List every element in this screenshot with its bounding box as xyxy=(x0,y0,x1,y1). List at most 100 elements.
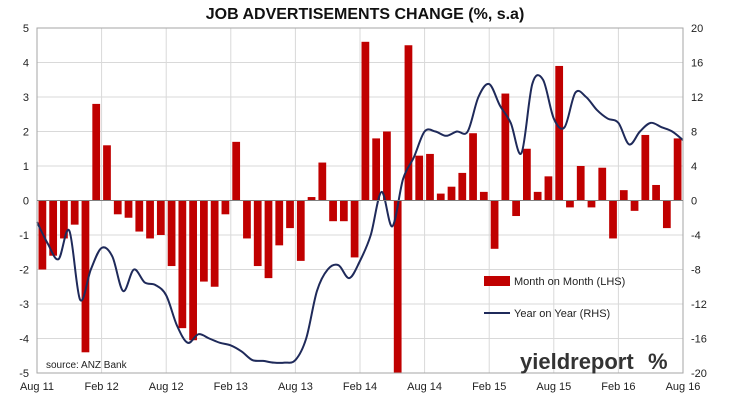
bar-month-on-month xyxy=(60,200,68,239)
y-right-tick-label: 20 xyxy=(691,23,703,35)
legend-label-month-on-month: Month on Month (LHS) xyxy=(514,276,625,288)
y-left-tick-label: -4 xyxy=(19,334,29,346)
y-right-tick-label: -20 xyxy=(691,368,707,380)
bar-month-on-month xyxy=(383,131,391,201)
y-right-tick-label: 4 xyxy=(691,161,697,173)
source-annotation: source: ANZ Bank xyxy=(46,360,128,371)
legend-label-year-on-year: Year on Year (RHS) xyxy=(514,308,610,320)
bar-month-on-month xyxy=(156,200,165,235)
axes: 543210-1-2-3-4-5201612840-4-8-12-16-20Au… xyxy=(19,23,707,393)
x-tick-label: Feb 14 xyxy=(343,381,377,393)
bar-month-on-month xyxy=(232,141,241,201)
y-right-tick-label: -8 xyxy=(691,265,701,277)
bar-month-on-month xyxy=(533,191,542,201)
bar-month-on-month xyxy=(630,200,639,211)
bar-month-on-month xyxy=(436,193,445,201)
legend: Month on Month (LHS) Year on Year (RHS) xyxy=(484,276,625,320)
bar-month-on-month xyxy=(673,138,682,201)
x-tick-label: Aug 11 xyxy=(20,381,54,393)
bar-month-on-month xyxy=(339,200,348,222)
y-right-tick-label: -12 xyxy=(691,299,707,311)
brand-logo-text: yieldreport xyxy=(520,349,634,374)
bar-month-on-month xyxy=(200,200,208,282)
bar-month-on-month xyxy=(167,200,176,267)
bar-month-on-month xyxy=(490,200,499,249)
bar-month-on-month xyxy=(587,200,596,208)
y-left-tick-label: -1 xyxy=(19,230,29,242)
bar-month-on-month xyxy=(296,200,305,261)
bar-month-on-month xyxy=(124,200,133,218)
bar-month-on-month xyxy=(598,167,607,201)
x-tick-label: Feb 12 xyxy=(84,381,118,393)
bar-month-on-month xyxy=(81,200,90,353)
bar-month-on-month xyxy=(361,41,370,201)
bar-month-on-month xyxy=(609,200,617,239)
bar-month-on-month xyxy=(135,200,144,232)
brand-logo: yieldreport % xyxy=(520,349,668,374)
bar-month-on-month xyxy=(393,200,402,373)
bar-month-on-month xyxy=(275,200,284,246)
bar-month-on-month xyxy=(426,153,434,201)
y-left-tick-label: 1 xyxy=(23,161,29,173)
chart-title: JOB ADVERTISEMENTS CHANGE (%, s.a) xyxy=(206,6,525,23)
bar-month-on-month xyxy=(264,200,273,279)
bar-month-on-month xyxy=(641,134,650,201)
bar-month-on-month xyxy=(555,65,564,201)
y-left-tick-label: 2 xyxy=(23,127,29,139)
y-left-tick-label: 0 xyxy=(23,196,29,208)
bar-month-on-month xyxy=(210,200,219,287)
bar-month-on-month xyxy=(307,197,316,201)
brand-logo-symbol: % xyxy=(648,349,668,374)
y-right-tick-label: -4 xyxy=(691,230,701,242)
bar-month-on-month xyxy=(501,93,510,201)
y-left-tick-label: 3 xyxy=(23,92,29,104)
bar-month-on-month xyxy=(544,176,553,201)
bar-month-on-month xyxy=(146,200,154,239)
bar-month-on-month xyxy=(652,184,660,201)
y-right-tick-label: -16 xyxy=(691,334,707,346)
bar-month-on-month xyxy=(372,138,381,201)
bar-month-on-month xyxy=(178,200,187,329)
y-right-tick-label: 16 xyxy=(691,58,703,70)
y-left-tick-label: 5 xyxy=(23,23,29,35)
x-tick-label: Aug 15 xyxy=(536,381,571,393)
line-year-on-year xyxy=(36,74,684,364)
y-left-tick-label: -3 xyxy=(19,299,29,311)
x-tick-label: Feb 15 xyxy=(472,381,506,393)
y-right-tick-label: 12 xyxy=(691,92,703,104)
legend-swatch-month-on-month xyxy=(484,276,510,286)
bar-month-on-month xyxy=(447,186,456,201)
bar-month-on-month xyxy=(243,200,251,239)
bar-month-on-month xyxy=(70,200,79,225)
bar-month-on-month xyxy=(404,45,413,201)
x-tick-label: Aug 16 xyxy=(666,381,701,393)
bar-month-on-month xyxy=(103,145,111,201)
y-right-tick-label: 8 xyxy=(691,127,697,139)
x-tick-label: Aug 12 xyxy=(149,381,184,393)
bar-month-on-month xyxy=(523,148,531,201)
bar-month-on-month xyxy=(576,166,585,201)
bar-month-on-month xyxy=(512,200,520,217)
x-tick-label: Feb 16 xyxy=(601,381,635,393)
y-left-tick-label: -2 xyxy=(19,265,29,277)
bar-month-on-month xyxy=(221,200,230,215)
y-left-tick-label: -5 xyxy=(19,368,29,380)
bar-series-month-on-month xyxy=(38,41,682,373)
bar-month-on-month xyxy=(253,200,262,267)
bar-month-on-month xyxy=(469,133,477,201)
y-left-tick-label: 4 xyxy=(23,58,29,70)
x-tick-label: Feb 13 xyxy=(214,381,248,393)
x-tick-label: Aug 14 xyxy=(407,381,442,393)
bar-month-on-month xyxy=(458,172,467,201)
y-right-tick-label: 0 xyxy=(691,196,697,208)
bar-month-on-month xyxy=(350,200,359,258)
x-tick-label: Aug 13 xyxy=(278,381,313,393)
bar-month-on-month xyxy=(566,200,574,208)
bar-month-on-month xyxy=(113,200,122,215)
bar-month-on-month xyxy=(662,200,671,229)
line-series-year-on-year xyxy=(36,74,684,364)
bar-month-on-month xyxy=(189,200,197,341)
bar-month-on-month xyxy=(286,200,294,229)
